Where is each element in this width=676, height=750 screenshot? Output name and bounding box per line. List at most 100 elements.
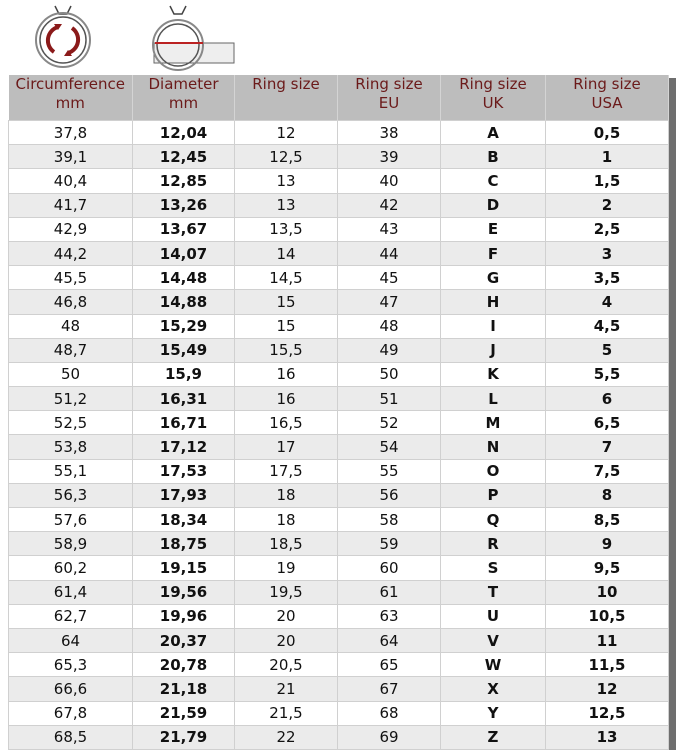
table-cell: 65 xyxy=(337,652,441,678)
table-cell: 44,2 xyxy=(8,240,133,267)
ring-size-table: Circumference mm Diameter mm Ring size Ring s… xyxy=(8,75,669,750)
table-cell: 57,6 xyxy=(8,506,133,533)
table-cell: 68,5 xyxy=(8,724,133,750)
table-cell: 64 xyxy=(337,627,441,654)
table-cell: 42,9 xyxy=(8,216,133,242)
table-cell: 13,5 xyxy=(234,216,338,242)
table-cell: O xyxy=(440,458,546,484)
table-cell: 9 xyxy=(545,531,669,557)
table-cell: 18 xyxy=(234,506,338,533)
table-cell: 15,5 xyxy=(234,337,338,363)
table-cell: 12 xyxy=(545,676,669,702)
table-cell: H xyxy=(440,289,546,315)
table-cell: 13,67 xyxy=(132,216,235,242)
table-cell: 54 xyxy=(337,434,441,460)
table-cell: 16,71 xyxy=(132,410,235,436)
table-cell: 14,88 xyxy=(132,289,235,315)
table-cell: 48,7 xyxy=(8,337,133,363)
table-cell: 3,5 xyxy=(545,265,669,291)
table-cell: 16,31 xyxy=(132,386,235,412)
table-cell: 45,5 xyxy=(8,265,133,291)
header-icons xyxy=(35,5,235,71)
table-shadow xyxy=(668,78,676,750)
table-cell: 4 xyxy=(545,289,669,315)
table-row: 68,5 21,79 22 69 Z 13 xyxy=(8,724,669,750)
table-cell: 51,2 xyxy=(8,386,133,412)
column-header-line: Diameter xyxy=(148,75,219,93)
table-cell: 16 xyxy=(234,361,338,388)
table-cell: 14,5 xyxy=(234,265,338,291)
table-cell: 67,8 xyxy=(8,700,133,726)
table-cell: 52 xyxy=(337,410,441,436)
table-cell: 0,5 xyxy=(545,119,669,146)
table-cell: 14 xyxy=(234,240,338,267)
table-cell: 17,93 xyxy=(132,482,235,509)
table-cell: 20 xyxy=(234,627,338,654)
table-cell: 59 xyxy=(337,531,441,557)
table-cell: 12 xyxy=(234,119,338,146)
table-cell: 50 xyxy=(337,361,441,388)
table-cell: 1,5 xyxy=(545,168,669,194)
table-cell: 6 xyxy=(545,386,669,412)
table-cell: 12,04 xyxy=(132,119,235,146)
table-row: 55,1 17,53 17,5 55 O 7,5 xyxy=(8,458,669,484)
table-cell: 45 xyxy=(337,265,441,291)
table-cell: E xyxy=(440,216,546,242)
table-cell: I xyxy=(440,313,546,339)
table-row: 60,2 19,15 19 60 S 9,5 xyxy=(8,555,669,581)
table-cell: 61 xyxy=(337,579,441,605)
table-cell: 12,45 xyxy=(132,144,235,170)
table-cell: 1 xyxy=(545,144,669,170)
table-cell: 69 xyxy=(337,724,441,750)
table-cell: 67 xyxy=(337,676,441,702)
table-cell: 14,48 xyxy=(132,265,235,291)
table-cell: 52,5 xyxy=(8,410,133,436)
table-cell: X xyxy=(440,676,546,702)
table-cell: 21,5 xyxy=(234,700,338,726)
table-cell: 4,5 xyxy=(545,313,669,339)
column-header-line: Ring size xyxy=(573,75,641,93)
table-cell: G xyxy=(440,265,546,291)
table-cell: 62,7 xyxy=(8,603,133,629)
table-cell: 20,78 xyxy=(132,652,235,678)
table-cell: W xyxy=(440,652,546,678)
table-cell: 15,9 xyxy=(132,361,235,388)
table-cell: V xyxy=(440,627,546,654)
table-row: 44,2 14,07 14 44 F 3 xyxy=(8,240,669,267)
table-cell: 19,5 xyxy=(234,579,338,605)
table-cell: 22 xyxy=(234,724,338,750)
table-row: 62,7 19,96 20 63 U 10,5 xyxy=(8,603,669,629)
table-cell: B xyxy=(440,144,546,170)
table-cell: R xyxy=(440,531,546,557)
table-cell: 9,5 xyxy=(545,555,669,581)
table-cell: 53,8 xyxy=(8,434,133,460)
table-cell: L xyxy=(440,386,546,412)
column-header: Ring size USA xyxy=(545,75,669,121)
table-cell: 19,15 xyxy=(132,555,235,581)
ring-circumference-icon xyxy=(35,5,91,68)
column-header: Ring size xyxy=(234,75,338,121)
table-cell: 19,56 xyxy=(132,579,235,605)
table-cell: T xyxy=(440,579,546,605)
table-cell: 13,26 xyxy=(132,192,235,218)
table-cell: 46,8 xyxy=(8,289,133,315)
table-cell: 68 xyxy=(337,700,441,726)
table-row: 52,5 16,71 16,5 52 M 6,5 xyxy=(8,410,669,436)
table-cell: 13 xyxy=(545,724,669,750)
table-row: 51,2 16,31 16 51 L 6 xyxy=(8,386,669,412)
table-cell: 18,75 xyxy=(132,531,235,557)
table-cell: 37,8 xyxy=(8,119,133,146)
table-cell: 14,07 xyxy=(132,240,235,267)
table-cell: 17 xyxy=(234,434,338,460)
table-cell: 39,1 xyxy=(8,144,133,170)
column-header-line: Ring size xyxy=(459,75,527,93)
table-cell: Z xyxy=(440,724,546,750)
table-cell: 21,59 xyxy=(132,700,235,726)
table-cell: 2 xyxy=(545,192,669,218)
table-row: 41,7 13,26 13 42 D 2 xyxy=(8,192,669,218)
table-cell: 55,1 xyxy=(8,458,133,484)
table-cell: A xyxy=(440,119,546,146)
table-cell: 41,7 xyxy=(8,192,133,218)
table-row: 48,7 15,49 15,5 49 J 5 xyxy=(8,337,669,363)
table-row: 48 15,29 15 48 I 4,5 xyxy=(8,313,669,339)
